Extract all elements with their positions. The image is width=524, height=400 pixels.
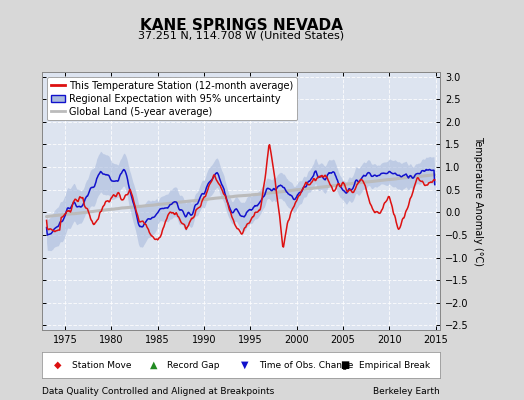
Text: ▲: ▲ [150, 360, 157, 370]
Text: Empirical Break: Empirical Break [358, 360, 430, 370]
Y-axis label: Temperature Anomaly (°C): Temperature Anomaly (°C) [473, 136, 483, 266]
Text: ▼: ▼ [241, 360, 249, 370]
Text: Record Gap: Record Gap [167, 360, 220, 370]
Text: Time of Obs. Change: Time of Obs. Change [259, 360, 353, 370]
Text: Data Quality Controlled and Aligned at Breakpoints: Data Quality Controlled and Aligned at B… [42, 387, 274, 396]
Text: Berkeley Earth: Berkeley Earth [374, 387, 440, 396]
Text: KANE SPRINGS NEVADA: KANE SPRINGS NEVADA [139, 18, 343, 33]
Text: Station Move: Station Move [72, 360, 132, 370]
Text: 37.251 N, 114.708 W (United States): 37.251 N, 114.708 W (United States) [138, 30, 344, 40]
Legend: This Temperature Station (12-month average), Regional Expectation with 95% uncer: This Temperature Station (12-month avera… [47, 77, 297, 120]
Text: ◆: ◆ [54, 360, 62, 370]
Text: ■: ■ [340, 360, 349, 370]
